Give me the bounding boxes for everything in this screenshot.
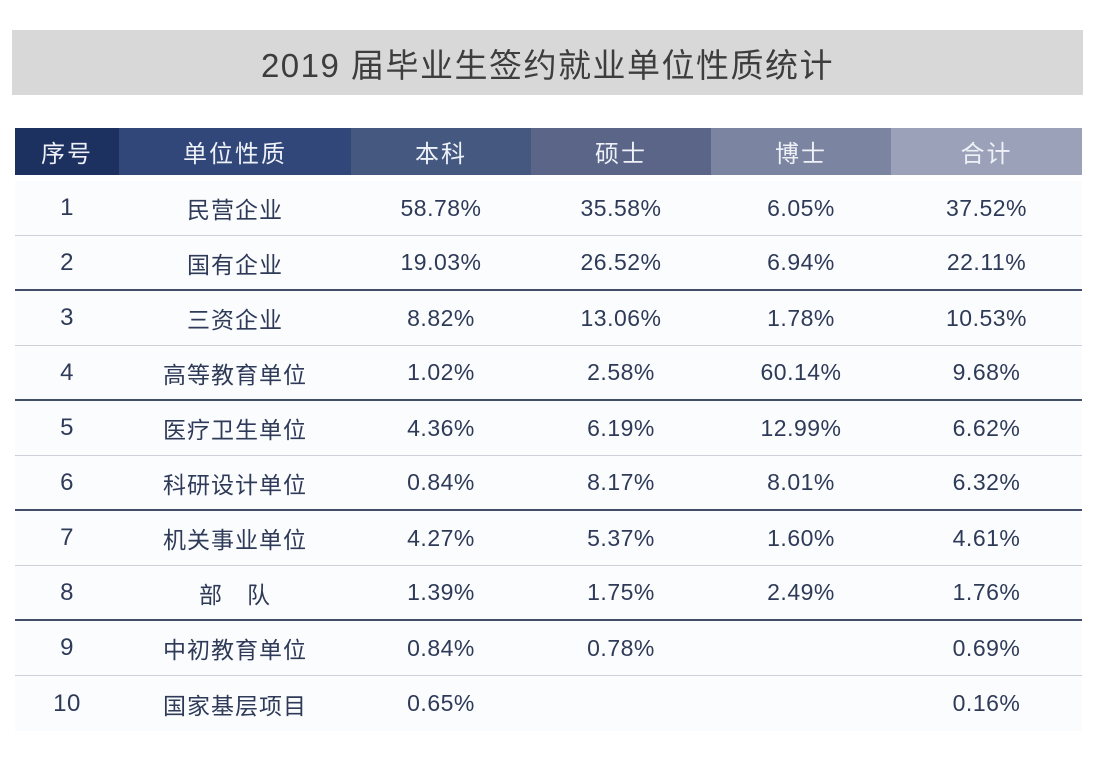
header-cell-total: 合计 <box>891 128 1082 175</box>
table-row: 10 国家基层项目 0.65% 0.16% <box>15 676 1082 731</box>
cell-total: 6.62% <box>952 414 1021 441</box>
cell-master: 5.37% <box>587 524 655 551</box>
cell-total: 10.53% <box>945 304 1027 331</box>
table-row: 4 高等教育单位 1.02% 2.58% 60.14% 9.68% <box>15 346 1082 401</box>
cell-master: 8.17% <box>587 469 655 495</box>
cell-bachelor: 4.27% <box>407 524 475 551</box>
cell-doctor: 1.60% <box>767 524 835 551</box>
cell-unit-type: 民营企业 <box>187 197 283 223</box>
cell-no: 2 <box>60 248 74 276</box>
cell-doctor: 6.94% <box>767 249 835 275</box>
cell-doctor: 2.49% <box>767 579 835 605</box>
cell-unit-type: 国有企业 <box>187 251 283 278</box>
table-row: 2 国有企业 19.03% 26.52% 6.94% 22.11% <box>15 236 1082 291</box>
cell-unit-type: 中初教育单位 <box>163 637 307 663</box>
cell-master: 13.06% <box>580 304 662 331</box>
cell-bachelor: 0.84% <box>407 634 475 661</box>
cell-master: 26.52% <box>580 249 662 275</box>
cell-no: 8 <box>60 578 74 606</box>
cell-bachelor: 4.36% <box>407 414 475 441</box>
table-body: 1 民营企业 58.78% 35.58% 6.05% 37.52% 2 国有企业 19.03% 2… <box>15 181 1082 731</box>
cell-total: 1.76% <box>952 579 1021 605</box>
title-banner: 2019 届毕业生签约就业单位性质统计 <box>12 30 1083 95</box>
cell-total: 6.32% <box>952 469 1021 495</box>
cell-master: 2.58% <box>587 359 655 385</box>
cell-master: 0.78% <box>587 634 655 661</box>
header-cell-master: 硕士 <box>531 128 711 175</box>
cell-unit-type: 部 队 <box>199 581 271 608</box>
cell-doctor: 12.99% <box>760 414 842 441</box>
cell-doctor: 1.78% <box>767 304 835 331</box>
table-row: 9 中初教育单位 0.84% 0.78% 0.69% <box>15 621 1082 676</box>
table-row: 8 部 队 1.39% 1.75% 2.49% 1.76% <box>15 566 1082 621</box>
cell-total: 0.16% <box>952 690 1021 716</box>
cell-unit-type: 科研设计单位 <box>163 471 307 498</box>
cell-master: 6.19% <box>587 414 655 441</box>
page-title: 2019 届毕业生签约就业单位性质统计 <box>260 46 835 84</box>
cell-unit-type: 医疗卫生单位 <box>163 417 307 443</box>
table-row: 7 机关事业单位 4.27% 5.37% 1.60% 4.61% <box>15 511 1082 566</box>
cell-bachelor: 0.84% <box>407 469 475 495</box>
cell-total: 0.69% <box>952 634 1021 661</box>
table-row: 1 民营企业 58.78% 35.58% 6.05% 37.52% <box>15 181 1082 236</box>
cell-no: 10 <box>53 689 81 717</box>
cell-bachelor: 1.02% <box>407 359 475 385</box>
cell-no: 5 <box>60 414 74 441</box>
cell-doctor: 60.14% <box>760 359 842 385</box>
cell-unit-type: 三资企业 <box>187 307 283 333</box>
cell-unit-type: 高等教育单位 <box>163 361 307 388</box>
cell-bachelor: 1.39% <box>407 579 475 605</box>
cell-total: 4.61% <box>952 524 1021 551</box>
header-cell-doctor: 博士 <box>711 128 891 175</box>
cell-total: 9.68% <box>952 359 1021 385</box>
cell-no: 3 <box>60 304 74 331</box>
table-row: 6 科研设计单位 0.84% 8.17% 8.01% 6.32% <box>15 456 1082 511</box>
header-cell-unit-type: 单位性质 <box>119 128 351 175</box>
cell-master: 35.58% <box>580 194 662 221</box>
cell-no: 6 <box>60 468 74 496</box>
table-header: 序号 单位性质 本科 硕士 博士 合计 <box>15 128 1082 175</box>
cell-unit-type: 国家基层项目 <box>163 692 307 719</box>
cell-doctor: 6.05% <box>767 194 835 221</box>
cell-total: 37.52% <box>945 194 1027 221</box>
header-cell-no: 序号 <box>15 128 119 175</box>
cell-unit-type: 机关事业单位 <box>163 527 307 553</box>
cell-no: 9 <box>60 634 74 661</box>
header-cell-bachelor: 本科 <box>351 128 531 175</box>
cell-master: 1.75% <box>587 579 655 605</box>
cell-bachelor: 8.82% <box>407 304 475 331</box>
cell-bachelor: 0.65% <box>407 690 475 716</box>
table-row: 5 医疗卫生单位 4.36% 6.19% 12.99% 6.62% <box>15 401 1082 456</box>
cell-no: 4 <box>60 358 74 386</box>
table-row: 3 三资企业 8.82% 13.06% 1.78% 10.53% <box>15 291 1082 346</box>
cell-no: 7 <box>60 524 74 551</box>
cell-bachelor: 58.78% <box>400 194 482 221</box>
cell-total: 22.11% <box>946 249 1027 275</box>
stats-table: 序号 单位性质 本科 硕士 博士 合计 1 民营企业 58.78% 35.58% 6.05% 37.… <box>15 128 1082 731</box>
cell-no: 1 <box>60 194 74 221</box>
cell-doctor: 8.01% <box>767 469 835 495</box>
cell-bachelor: 19.03% <box>400 249 482 275</box>
